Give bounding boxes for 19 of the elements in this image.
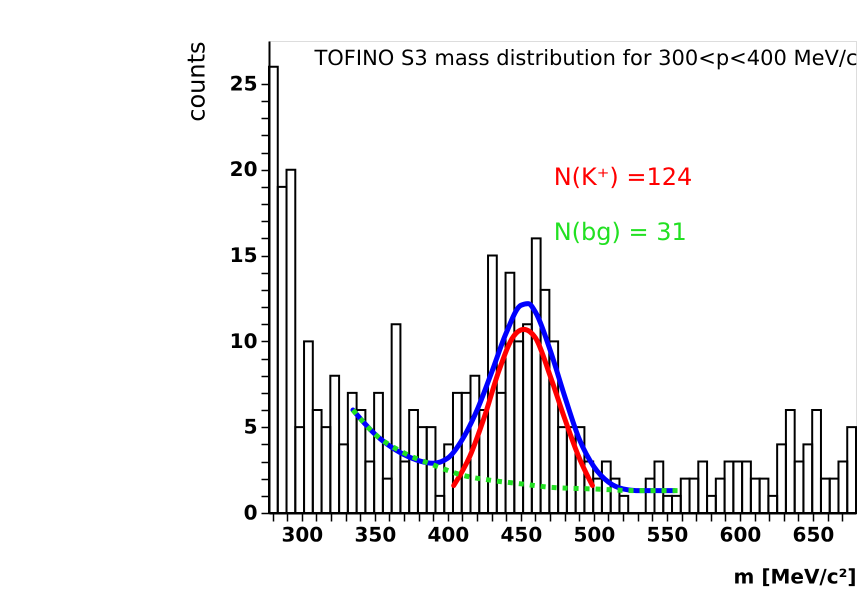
text: N(K⁺) =124: [554, 162, 692, 191]
y-tick-label: 20: [230, 157, 258, 182]
y-tick-label: 0: [244, 500, 258, 524]
y-tick-label: 25: [230, 71, 258, 96]
y-tick-label: 10: [230, 328, 258, 353]
y-tick-label: 15: [230, 243, 258, 268]
x-tick-label: 450: [500, 522, 542, 546]
x-tick-label: 650: [792, 522, 834, 546]
x-axis-title: m [MeV/c²]: [734, 564, 856, 588]
x-tick-label: 500: [574, 522, 616, 546]
y-axis-title: counts: [182, 42, 211, 122]
x-tick-label: 600: [720, 522, 762, 546]
text: N(bg) = 31: [554, 218, 687, 246]
x-tick-label: 400: [428, 522, 470, 546]
y-tick-label: 5: [244, 414, 258, 439]
chart-title: TOFINO S3 mass distribution for 300<p<400 MeV/c: [313, 46, 858, 70]
x-tick-label: 550: [646, 522, 688, 546]
x-tick-label: 300: [281, 522, 324, 546]
x-tick-label: 350: [354, 522, 396, 546]
